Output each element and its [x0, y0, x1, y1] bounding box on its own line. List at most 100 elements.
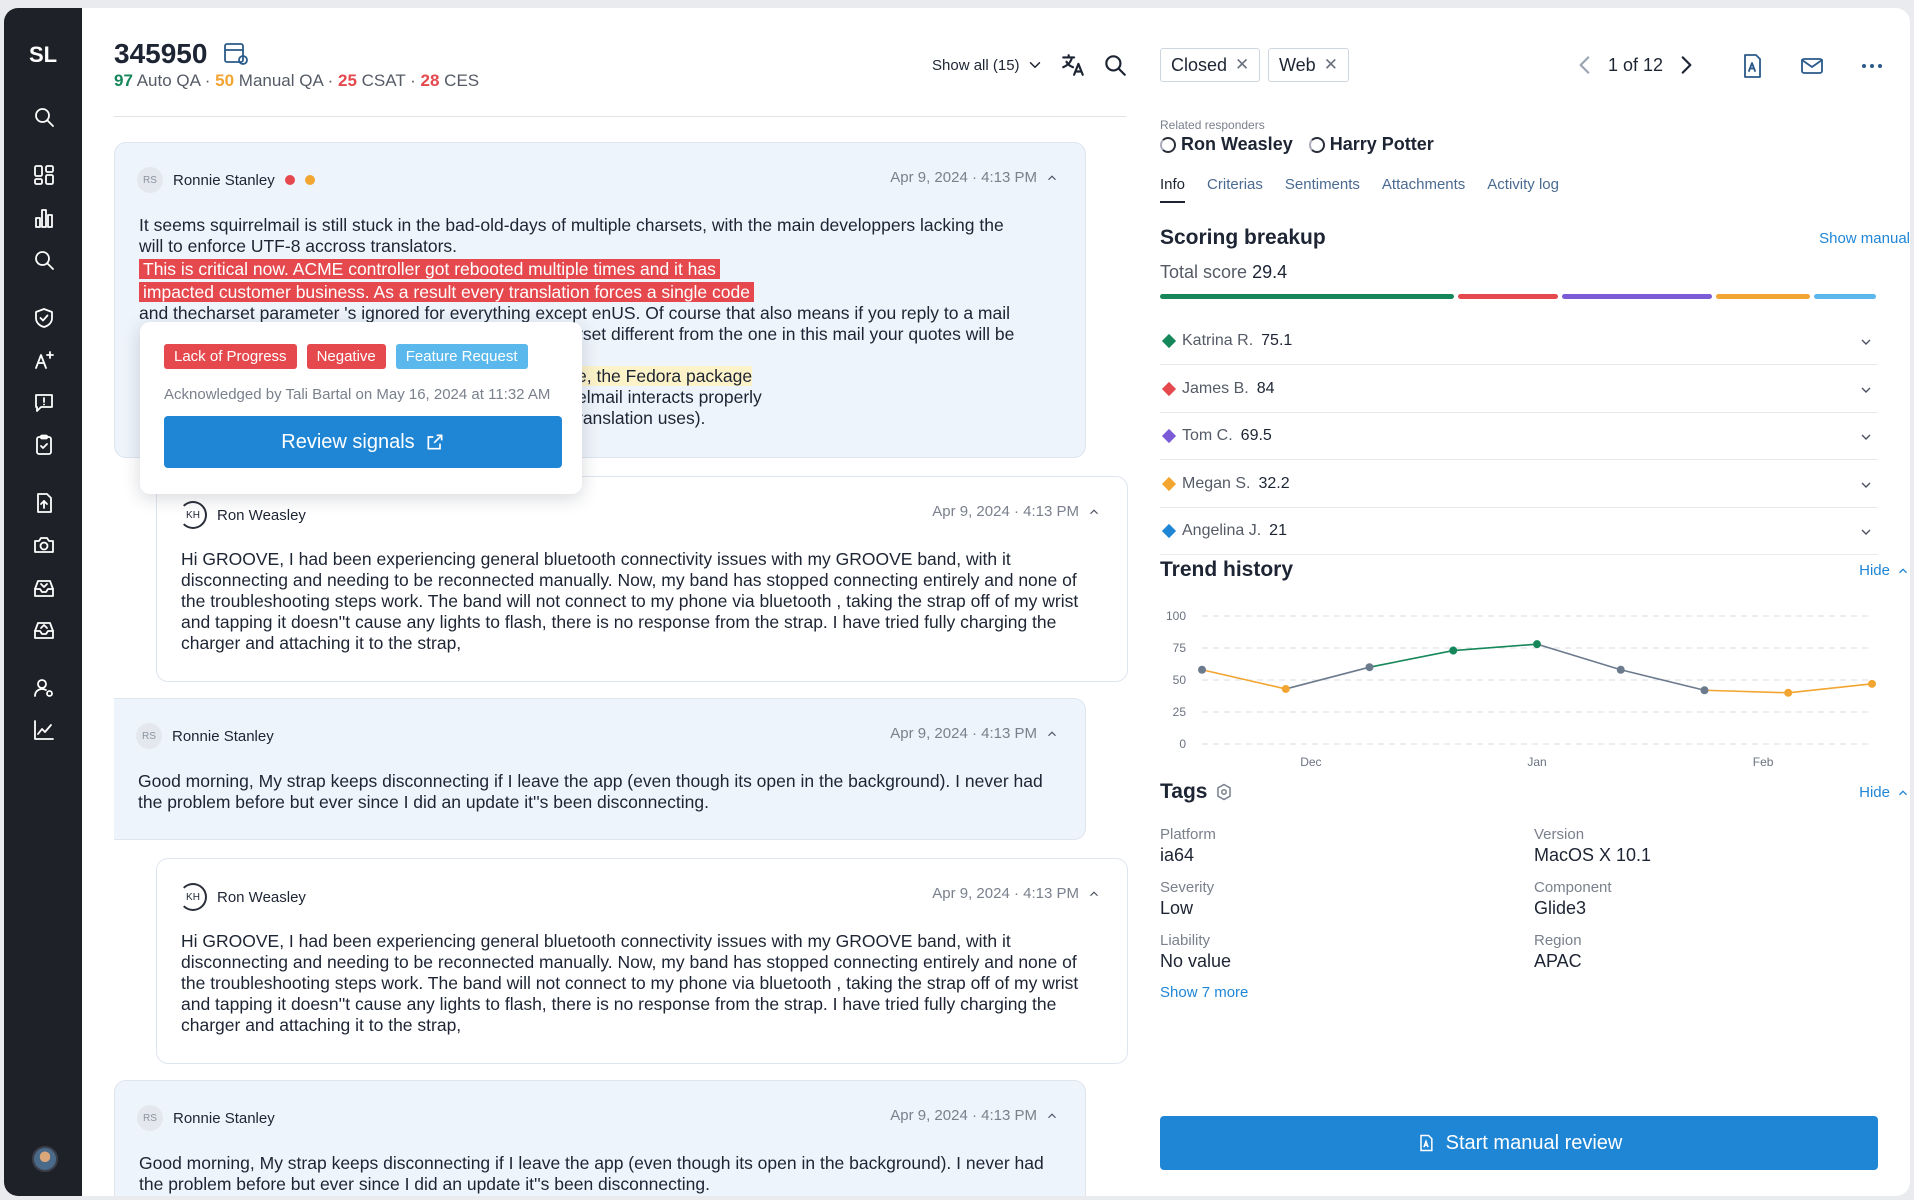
chevron-left-icon[interactable] [1572, 52, 1598, 78]
inbox-in-icon[interactable] [31, 575, 57, 601]
message-list[interactable]: RS Ronnie Stanley Apr 9, 2024 · 4:13 PM … [82, 126, 1142, 1196]
rater-name: Katrina R. [1182, 332, 1254, 349]
message-body: Good morning, My strap keeps disconnecti… [139, 1153, 1044, 1194]
clipboard-check-icon[interactable] [31, 432, 57, 458]
chevron-up-icon [1090, 890, 1098, 896]
responder[interactable]: Ron Weasley [1160, 134, 1293, 155]
chevron-right-icon[interactable] [1673, 52, 1699, 78]
related-responders: Ron Weasley Harry Potter [1160, 134, 1434, 155]
signal-chip[interactable]: Negative [306, 344, 386, 369]
start-manual-review-button[interactable]: Start manual review [1160, 1116, 1878, 1170]
message-author: KH Ron Weasley [179, 883, 306, 911]
rater-row[interactable]: Tom C. 69.5 [1160, 413, 1878, 460]
filter-pill-web[interactable]: Web ✕ [1268, 48, 1349, 82]
tag-item: Version MacOS X 10.1 [1534, 826, 1874, 866]
auto-qa-icon[interactable] [31, 347, 57, 373]
score-separator: · [322, 71, 338, 90]
message-date[interactable]: Apr 9, 2024 · 4:13 PM [890, 1107, 1059, 1124]
message-agent: KH Ron Weasley Apr 9, 2024 · 4:13 PM Hi … [156, 476, 1128, 682]
translate-icon[interactable] [1060, 52, 1086, 78]
avatar: RS [137, 167, 163, 193]
message-author: RS Ronnie Stanley [136, 723, 274, 749]
rater-score: 69.5 [1240, 427, 1272, 444]
rater-row[interactable]: Katrina R. 75.1 [1160, 318, 1878, 365]
chevron-down-icon [1861, 482, 1871, 488]
upload-doc-icon[interactable] [31, 490, 57, 516]
score-value: 97 [114, 71, 133, 90]
rater-row[interactable]: Megan S. 32.2 [1160, 461, 1878, 508]
hide-tags-link[interactable]: Hide [1859, 784, 1910, 801]
signal-chip[interactable]: Lack of Progress [164, 344, 297, 369]
camera-icon[interactable] [31, 532, 57, 558]
score-value: 28 [420, 71, 440, 90]
settings-icon[interactable] [1215, 783, 1233, 801]
rater-score: 32.2 [1258, 474, 1290, 492]
rater-row[interactable]: Angelina J. 21 [1160, 508, 1878, 555]
avatar [1308, 136, 1325, 153]
tab-sentiments[interactable]: Sentiments [1284, 176, 1360, 193]
search-icon[interactable] [1102, 52, 1128, 78]
trend-point [1365, 663, 1374, 672]
search-icon[interactable] [31, 247, 57, 273]
highlighted-signal[interactable]: This is critical now. ACME controller go… [139, 259, 720, 279]
user-avatar[interactable] [32, 1146, 58, 1172]
related-responders-label: Related responders [1160, 118, 1265, 132]
trend-icon[interactable] [31, 717, 57, 743]
tab-activity-log[interactable]: Activity log [1487, 176, 1559, 193]
filter-pill-closed[interactable]: Closed ✕ [1160, 48, 1261, 82]
message-date[interactable]: Apr 9, 2024 · 4:13 PM [890, 169, 1059, 186]
rater-color-marker [1161, 381, 1177, 396]
app-logo[interactable]: SL [28, 42, 58, 67]
dashboard-icon[interactable] [31, 162, 57, 188]
message-body: Hi GROOVE, I had been experiencing gener… [181, 549, 1079, 653]
tag-key: Severity [1160, 879, 1215, 896]
avatar: KH [179, 883, 207, 911]
hide-trend-link[interactable]: Hide [1859, 562, 1910, 579]
show-manual-link[interactable]: Show manual [1819, 230, 1910, 247]
tag-value: ia64 [1160, 845, 1195, 865]
trend-title: Trend history [1160, 558, 1294, 581]
inbox-out-icon[interactable] [31, 617, 57, 643]
tab-info[interactable]: Info [1160, 176, 1186, 203]
tab-criterias[interactable]: Criterias [1207, 176, 1263, 193]
trend-point [1281, 684, 1290, 693]
feedback-icon[interactable] [31, 390, 57, 416]
ticket-details-icon[interactable] [222, 41, 250, 67]
message-date[interactable]: Apr 9, 2024 · 4:13 PM [932, 503, 1101, 520]
review-signals-button[interactable]: Review signals [164, 416, 562, 468]
trend-point [1784, 688, 1793, 697]
rater-row[interactable]: James B. 84 [1160, 366, 1878, 413]
close-icon[interactable]: ✕ [1235, 55, 1250, 74]
mail-icon[interactable] [1798, 52, 1826, 80]
trend-point [1533, 640, 1541, 649]
tag-item: Region APAC [1534, 932, 1874, 972]
main-panel: 345950 97 Auto QA · 50 Manual QA · 25 CS… [82, 8, 1910, 1196]
score-segment [1716, 294, 1810, 299]
info-tabs: Info Criterias Sentiments Attachments Ac… [1160, 176, 1559, 203]
rater-score: 84 [1256, 379, 1275, 397]
document-ai-icon[interactable] [1738, 52, 1766, 80]
message-date[interactable]: Apr 9, 2024 · 4:13 PM [890, 725, 1059, 742]
highlighted-signal[interactable]: impacted customer business. As a result … [139, 282, 754, 302]
user-settings-icon[interactable] [31, 675, 57, 701]
show-more-tags-link[interactable]: Show 7 more [1160, 984, 1249, 1001]
score-label: Auto QA [132, 71, 201, 90]
trend-line-segment [1285, 666, 1370, 690]
signal-chip[interactable]: Feature Request [395, 344, 528, 369]
tab-attachments[interactable]: Attachments [1381, 176, 1466, 193]
chevron-up-icon [1048, 1112, 1056, 1118]
more-icon[interactable] [1858, 52, 1886, 80]
message-body: It seems squirrelmail is still stuck in … [139, 215, 1015, 428]
header-divider [114, 116, 1126, 117]
y-tick-label: 50 [1173, 673, 1187, 687]
bar-chart-icon[interactable] [31, 205, 57, 231]
show-all-dropdown[interactable]: Show all (15) [932, 56, 1044, 74]
search-icon[interactable] [31, 104, 57, 130]
x-tick-label: Dec [1300, 755, 1321, 769]
message-agent: KH Ron Weasley Apr 9, 2024 · 4:13 PM Hi … [156, 858, 1128, 1064]
message-date[interactable]: Apr 9, 2024 · 4:13 PM [932, 885, 1101, 902]
responder[interactable]: Harry Potter [1308, 134, 1434, 155]
shield-check-icon[interactable] [31, 305, 57, 331]
close-icon[interactable]: ✕ [1323, 55, 1338, 74]
rater-name: Angelina J. [1182, 522, 1262, 539]
